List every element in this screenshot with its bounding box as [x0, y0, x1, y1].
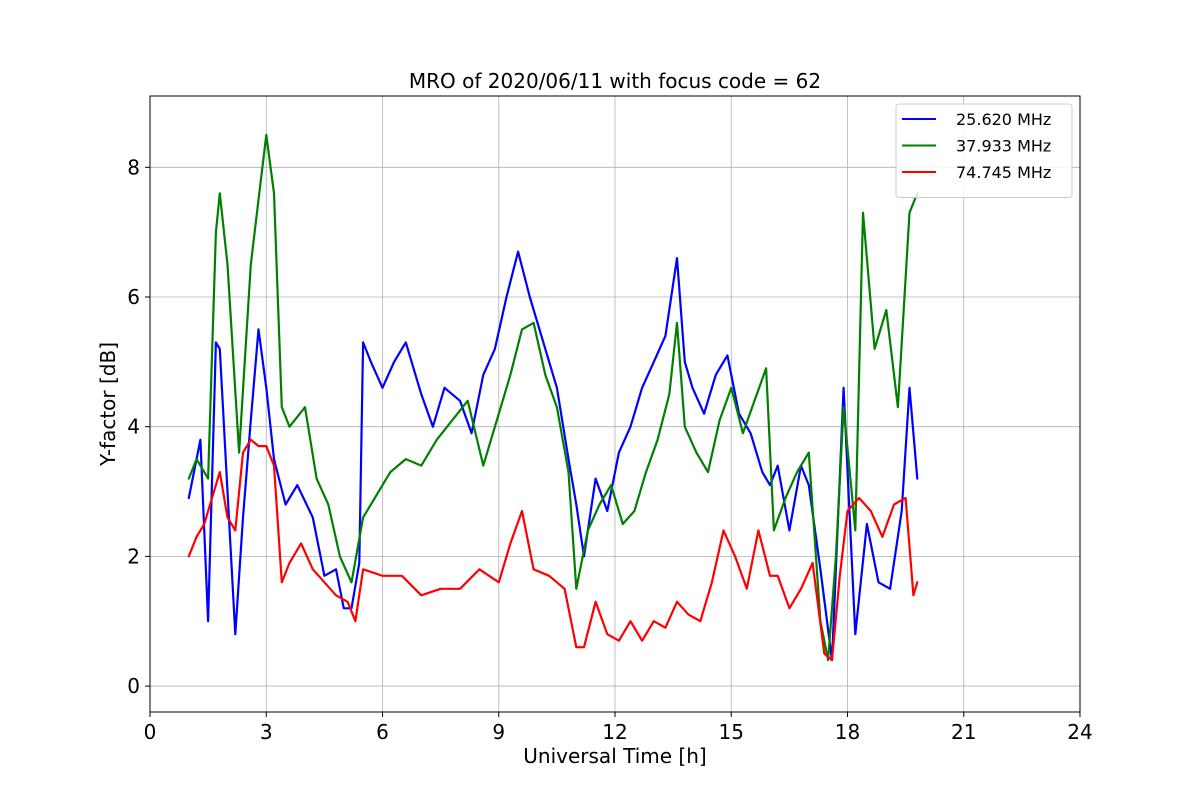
series-line-2 — [187, 133, 919, 662]
x-tick-label: 24 — [1067, 720, 1092, 744]
x-tick-label: 18 — [835, 720, 860, 744]
series-line-1 — [187, 250, 919, 662]
x-tick-label: 3 — [260, 720, 273, 744]
y-tick-label: 4 — [127, 415, 140, 439]
x-tick-label: 21 — [951, 720, 976, 744]
x-tick-label: 0 — [144, 720, 157, 744]
y-tick-label: 8 — [127, 155, 140, 179]
y-tick-label: 2 — [127, 544, 140, 568]
y-axis-label: Y-factor [dB] — [96, 342, 120, 467]
x-tick-label: 12 — [602, 720, 627, 744]
legend: 25.620 MHz 37.933 MHz 74.745 MHz — [895, 103, 1073, 198]
legend-box — [895, 103, 1073, 198]
x-tick-label: 6 — [376, 720, 389, 744]
legend-label: 25.620 MHz — [956, 110, 1051, 129]
y-tick-label: 0 — [127, 674, 140, 698]
legend-label: 37.933 MHz — [956, 137, 1051, 156]
x-axis-label: Universal Time [h] — [523, 744, 706, 768]
legend-label: 74.745 MHz — [956, 163, 1051, 182]
chart-title: MRO of 2020/06/11 with focus code = 62 — [409, 69, 821, 93]
series-layer — [187, 133, 919, 662]
x-tick-label: 15 — [719, 720, 744, 744]
y-tick-label: 6 — [127, 285, 140, 309]
x-tick-label: 9 — [492, 720, 505, 744]
series-line-3 — [187, 438, 919, 662]
